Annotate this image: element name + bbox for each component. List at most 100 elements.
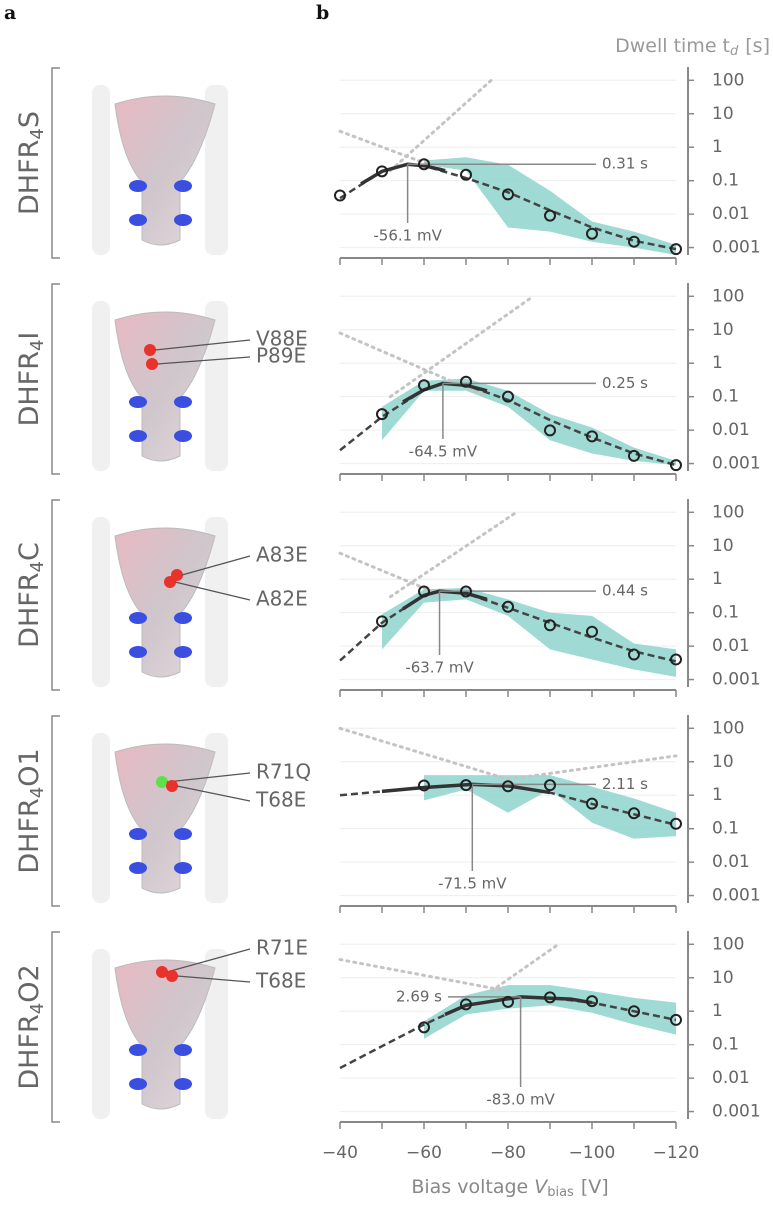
x-tick-label: −40 — [322, 1143, 358, 1163]
data-point — [334, 189, 346, 202]
name-base: DHFR — [14, 351, 45, 426]
data-point — [586, 625, 598, 638]
membrane-ghost — [92, 517, 110, 687]
data-point — [544, 991, 556, 1004]
y-tick-label: 10 — [712, 104, 734, 124]
voltage-label: -56.1 mV — [373, 227, 442, 245]
fit-line — [339, 382, 677, 467]
y-tick-label: 0.001 — [712, 454, 761, 474]
peak-label: 0.44 s — [602, 582, 648, 600]
name-sub: 4 — [27, 1003, 48, 1014]
data-point — [670, 459, 682, 472]
data-point — [670, 653, 682, 666]
mutation-label: A82E — [256, 587, 308, 611]
data-point — [418, 779, 430, 792]
peak-label: 2.11 s — [602, 775, 648, 793]
x-tick-label: −60 — [406, 1143, 442, 1163]
y-tick-label: 0.01 — [712, 1068, 750, 1088]
data-point — [502, 390, 514, 403]
leader-line — [156, 356, 251, 365]
data-point — [418, 158, 430, 171]
blue-patch — [174, 1044, 192, 1056]
model-asymptote — [388, 78, 493, 173]
name-sub: 4 — [27, 561, 48, 572]
bracket — [51, 715, 60, 907]
membrane-ghost — [92, 85, 110, 255]
data-point — [502, 780, 514, 793]
data-point — [628, 235, 640, 248]
y-tick-label: 0.001 — [712, 238, 761, 258]
leader-line — [154, 339, 251, 351]
mutation-label: R71E — [256, 936, 308, 960]
confidence-band — [424, 775, 676, 839]
y-tick-label: 0.1 — [712, 387, 739, 407]
data-point — [670, 243, 682, 256]
voltage-label: -63.7 mV — [405, 659, 474, 677]
mutation-label: P89E — [256, 344, 306, 368]
leader-line — [181, 555, 251, 576]
data-point — [418, 379, 430, 392]
blue-patch — [174, 646, 192, 658]
y-tick-label: 100 — [712, 934, 744, 954]
blue-patch — [174, 1078, 192, 1090]
model-asymptote — [388, 510, 518, 599]
blue-patch — [129, 214, 147, 226]
peak-label: 2.69 s — [396, 987, 442, 1005]
protein-name: DHFR4I — [14, 332, 49, 427]
confidence-band — [424, 157, 676, 255]
y-tick-label: 0.01 — [712, 204, 750, 224]
blue-patch — [129, 828, 147, 840]
protein-panel: DHFR4C A83E A82E — [14, 499, 308, 691]
membrane-ghost — [205, 517, 228, 687]
y-axis-title: Dwell time td [s] — [615, 35, 770, 59]
leader-line — [166, 772, 251, 783]
y-tick-label: 10 — [712, 968, 734, 988]
data-point — [544, 619, 556, 632]
y-title-unit: [s] — [745, 35, 770, 57]
x-tick-label: −120 — [653, 1143, 700, 1163]
blue-patch — [174, 214, 192, 226]
y-tick-label: 100 — [712, 502, 744, 522]
data-point — [502, 188, 514, 201]
data-point — [628, 807, 640, 820]
data-point — [628, 1005, 640, 1018]
data-point — [502, 995, 514, 1008]
data-point — [376, 408, 388, 421]
data-point — [376, 615, 388, 628]
name-base: DHFR — [14, 1014, 45, 1089]
x-axis-title: Bias voltage Vbias [V] — [411, 1176, 608, 1200]
y-title-text: Dwell time t — [615, 35, 730, 57]
model-asymptote — [388, 294, 535, 399]
blue-patch — [174, 430, 192, 442]
confidence-band — [382, 587, 676, 677]
name-suffix: O1 — [14, 748, 45, 786]
model-asymptote — [489, 942, 560, 993]
blue-patch — [129, 862, 147, 874]
data-point — [544, 209, 556, 222]
mutation-site — [166, 780, 178, 792]
mutation-label: V88E — [256, 327, 308, 351]
blue-patch — [174, 396, 192, 408]
name-sub: 4 — [27, 340, 48, 351]
leader-line — [166, 948, 251, 973]
blue-patch — [174, 612, 192, 624]
model-asymptote — [338, 551, 447, 599]
blue-patch — [129, 396, 147, 408]
data-point — [460, 375, 472, 388]
protein-panel: DHFR4S — [14, 67, 228, 259]
data-point — [586, 995, 598, 1008]
peak-label: 0.25 s — [602, 374, 648, 392]
confidence-band — [424, 985, 676, 1039]
leader-line — [176, 785, 251, 802]
mutation-label: T68E — [255, 788, 306, 812]
y-tick-label: 0.001 — [712, 886, 761, 906]
x-title-text: Bias voltage — [411, 1176, 528, 1198]
name-suffix: I — [14, 332, 45, 340]
data-point — [670, 1013, 682, 1026]
y-tick-label: 1 — [712, 785, 723, 805]
model-asymptote — [338, 958, 510, 993]
protein-name: DHFR4C — [14, 542, 49, 648]
x-tick-label: −80 — [490, 1143, 526, 1163]
blue-patch — [129, 1044, 147, 1056]
y-tick-label: 0.01 — [712, 636, 750, 656]
